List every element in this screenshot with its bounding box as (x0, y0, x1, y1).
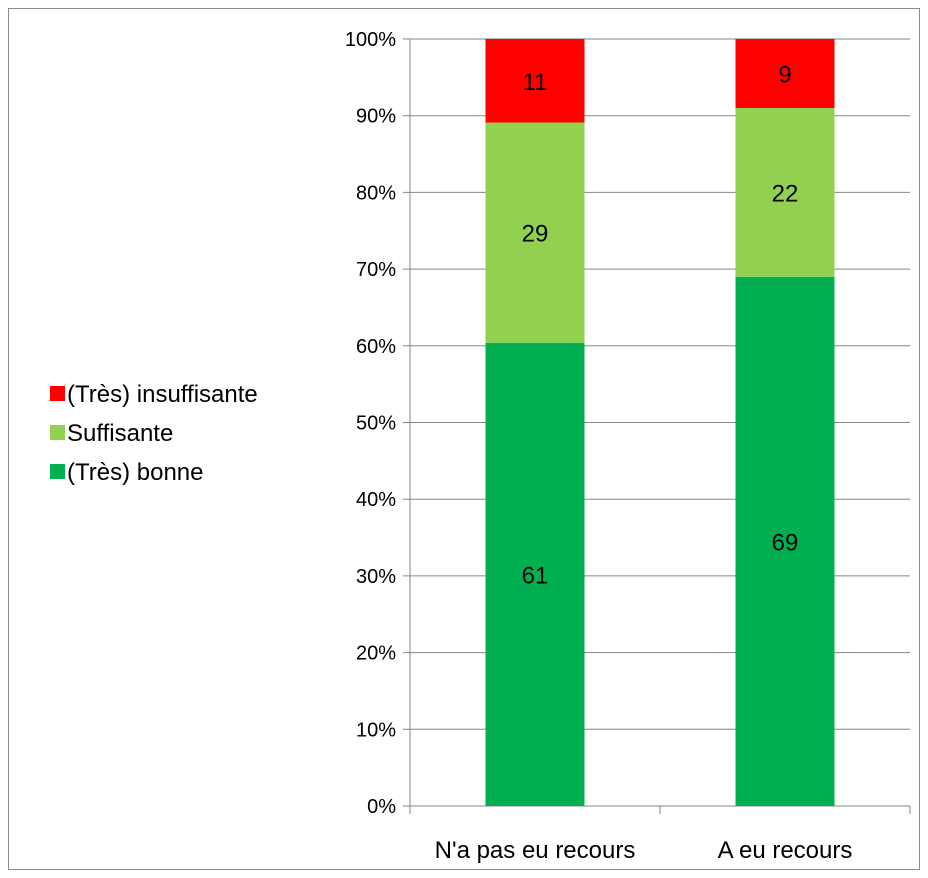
y-tick-label: 40% (356, 489, 396, 511)
y-tick-label: 30% (356, 566, 396, 588)
bar-segment (735, 39, 835, 109)
y-tick-label: 100% (345, 29, 396, 51)
category-label: A eu recours (718, 837, 853, 864)
legend-label: (Très) insuffisante (67, 381, 258, 408)
data-label: 11 (523, 69, 548, 96)
data-label: 22 (772, 180, 799, 207)
data-label: 69 (772, 529, 799, 556)
bar-segment (485, 122, 585, 343)
y-tick-label: 0% (367, 796, 396, 818)
legend-swatch (50, 386, 65, 401)
bar-segment (485, 39, 585, 123)
bar-segment (485, 342, 585, 806)
bar-segment (735, 276, 835, 806)
legend-label: Suffisante (67, 420, 173, 447)
y-tick-label: 10% (356, 719, 396, 741)
bar-segment (735, 108, 835, 277)
y-tick-label: 80% (356, 182, 396, 204)
data-label: 9 (778, 62, 791, 89)
legend-label: (Très) bonne (67, 459, 204, 486)
data-label: 61 (522, 562, 549, 589)
y-tick-label: 60% (356, 336, 396, 358)
y-tick-label: 90% (356, 106, 396, 128)
y-tick-label: 70% (356, 259, 396, 281)
data-label: 29 (522, 221, 549, 248)
legend-swatch (50, 425, 65, 440)
category-label: N'a pas eu recours (435, 837, 636, 864)
legend-swatch (50, 464, 65, 479)
y-tick-label: 20% (356, 643, 396, 665)
y-tick-label: 50% (356, 413, 396, 435)
